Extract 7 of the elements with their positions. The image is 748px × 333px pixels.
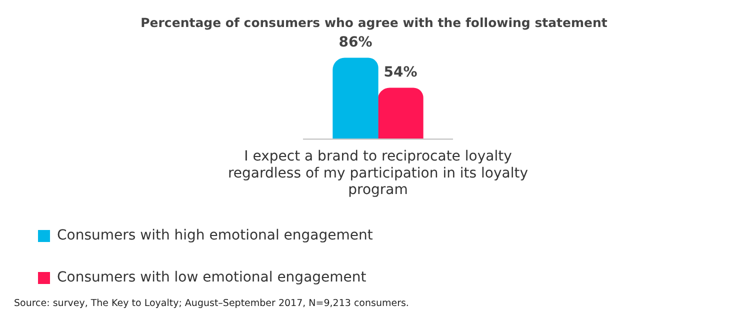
chart-title: Percentage of consumers who agree with the following statement xyxy=(140,14,608,30)
data-label: 54% xyxy=(384,64,418,81)
legend-label: Consumers with low emotional engagement xyxy=(57,270,367,286)
source-note: Source: survey, The Key to Loyalty; August–September 2017, N=9,213 consumers. xyxy=(14,298,409,309)
legend-label: Consumers with high emotional engagement xyxy=(57,228,374,244)
x-tick-label: I expect a brand to reciprocate loyalty regardless of my participation in its loyalty program xyxy=(228,148,528,198)
data-label: 86% xyxy=(338,34,372,51)
